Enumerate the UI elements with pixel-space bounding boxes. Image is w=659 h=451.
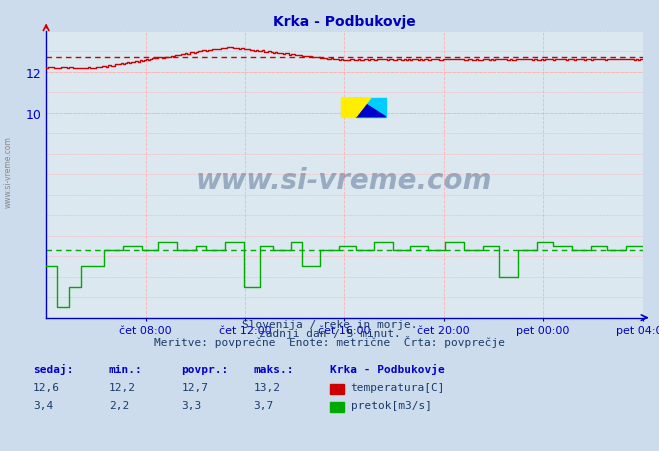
Text: Slovenija / reke in morje.: Slovenija / reke in morje. [242, 319, 417, 329]
Text: maks.:: maks.: [254, 364, 294, 374]
Title: Krka - Podbukovje: Krka - Podbukovje [273, 15, 416, 29]
Text: www.si-vreme.com: www.si-vreme.com [196, 166, 492, 194]
Text: Krka - Podbukovje: Krka - Podbukovje [330, 363, 444, 374]
Text: 12,7: 12,7 [181, 382, 208, 392]
Text: sedaj:: sedaj: [33, 363, 73, 374]
Text: min.:: min.: [109, 364, 142, 374]
Text: 12,6: 12,6 [33, 382, 60, 392]
Text: 3,3: 3,3 [181, 400, 202, 410]
Polygon shape [356, 99, 386, 118]
Bar [341, 99, 371, 118]
Bar [356, 99, 386, 118]
Text: Meritve: povprečne  Enote: metrične  Črta: povprečje: Meritve: povprečne Enote: metrične Črta:… [154, 335, 505, 347]
Text: temperatura[C]: temperatura[C] [351, 382, 445, 392]
Polygon shape [341, 99, 371, 118]
Text: 3,7: 3,7 [254, 400, 274, 410]
Text: 13,2: 13,2 [254, 382, 281, 392]
Text: 12,2: 12,2 [109, 382, 136, 392]
Text: zadnji dan / 5 minut.: zadnji dan / 5 minut. [258, 328, 401, 338]
Text: pretok[m3/s]: pretok[m3/s] [351, 400, 432, 410]
Text: 2,2: 2,2 [109, 400, 129, 410]
Text: 3,4: 3,4 [33, 400, 53, 410]
Text: www.si-vreme.com: www.si-vreme.com [3, 135, 13, 207]
Text: povpr.:: povpr.: [181, 364, 229, 374]
